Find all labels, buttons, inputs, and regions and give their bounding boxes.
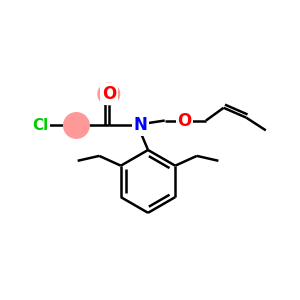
Text: O: O xyxy=(177,112,191,130)
Text: Cl: Cl xyxy=(32,118,48,133)
Circle shape xyxy=(64,113,89,138)
Text: N: N xyxy=(133,116,147,134)
Circle shape xyxy=(98,83,120,105)
Text: O: O xyxy=(102,85,116,103)
